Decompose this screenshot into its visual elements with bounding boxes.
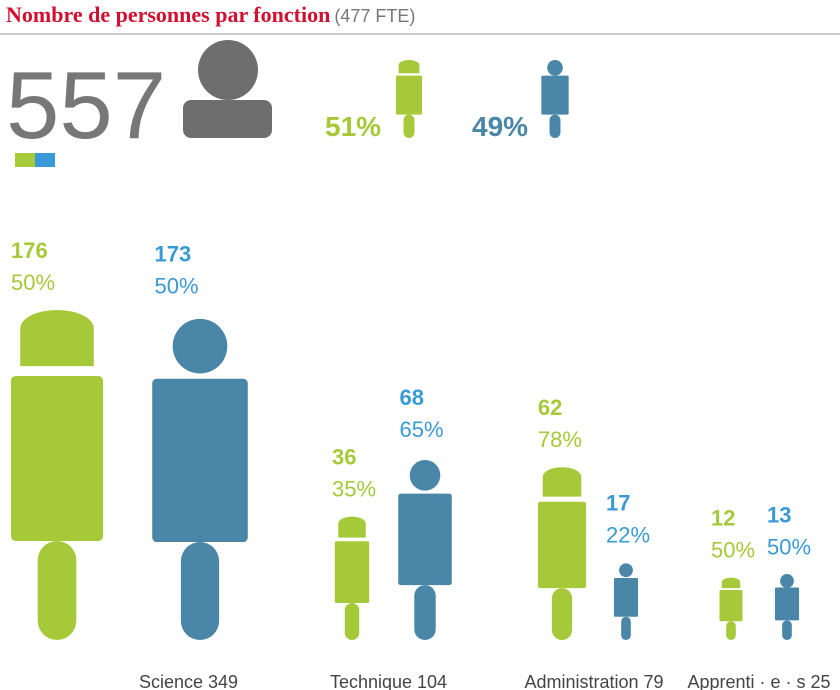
count-label: 176 [11, 238, 48, 263]
count-label: 173 [154, 241, 191, 266]
legs [344, 602, 360, 640]
head [20, 310, 94, 367]
person-figure [613, 563, 639, 640]
legs [726, 621, 736, 640]
body [152, 378, 248, 543]
legend-swatch [15, 153, 35, 167]
legs [551, 588, 573, 640]
person-figure [541, 60, 569, 138]
head [338, 516, 366, 538]
body [541, 75, 569, 115]
legs [782, 620, 792, 640]
count-label: 12 [711, 506, 735, 531]
legs [414, 585, 436, 640]
head [542, 467, 582, 497]
subtitle: (477 FTE) [334, 6, 415, 26]
person-figure [152, 318, 248, 640]
person-figure [537, 467, 587, 640]
head [721, 577, 741, 589]
legs [180, 542, 220, 640]
body [11, 376, 103, 541]
legs [549, 114, 561, 138]
person-icon [198, 40, 258, 100]
person-figure [396, 59, 422, 138]
body [396, 75, 422, 115]
percent-label: 50% [711, 538, 755, 563]
percent-label: 35% [332, 477, 376, 502]
legs [403, 114, 415, 138]
body [537, 501, 587, 589]
head [398, 59, 420, 74]
category-label: Apprenti · e · s 25 [687, 672, 830, 690]
count-label: 36 [332, 445, 356, 470]
body [613, 578, 639, 617]
person-figure [719, 577, 743, 640]
legs [37, 541, 77, 640]
head [547, 60, 563, 76]
percent-label: 50% [767, 534, 811, 559]
count-label: 17 [606, 491, 630, 516]
person-figure [11, 310, 103, 640]
count-label: 68 [399, 385, 423, 410]
head [780, 574, 794, 588]
count-label: 13 [767, 502, 791, 527]
category-label: Science 349 [139, 672, 238, 690]
total-percent: 51% [325, 111, 381, 142]
category-label: Administration 79 [524, 672, 663, 690]
legs [621, 616, 631, 640]
head [409, 459, 441, 491]
percent-label: 50% [154, 273, 198, 298]
total: 557 [6, 52, 166, 159]
body [719, 590, 743, 622]
head [619, 563, 633, 578]
total-percent: 49% [472, 111, 528, 142]
percent-label: 65% [399, 417, 443, 442]
title: Nombre de personnes par fonction [6, 2, 330, 27]
percent-label: 22% [606, 523, 650, 548]
category-label: Technique 104 [330, 672, 447, 690]
person-figure [334, 516, 370, 640]
count-label: 62 [538, 395, 562, 420]
head [172, 318, 228, 374]
body [334, 541, 370, 603]
person-figure [398, 459, 452, 640]
body [398, 493, 452, 586]
person-figure [774, 574, 800, 640]
body [774, 587, 800, 621]
legend-swatch [35, 153, 55, 167]
person-icon [183, 100, 272, 138]
percent-label: 50% [11, 270, 55, 295]
percent-label: 78% [538, 427, 582, 452]
